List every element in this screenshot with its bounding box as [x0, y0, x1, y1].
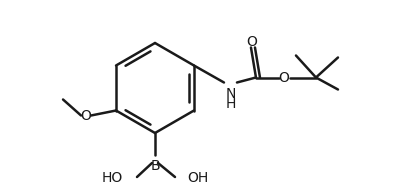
- Text: B: B: [150, 159, 160, 173]
- Text: O: O: [81, 108, 92, 123]
- Text: O: O: [279, 70, 289, 85]
- Text: OH: OH: [187, 171, 208, 185]
- Text: HO: HO: [102, 171, 123, 185]
- Text: H: H: [226, 96, 236, 111]
- Text: N: N: [226, 86, 236, 101]
- Text: O: O: [246, 35, 257, 48]
